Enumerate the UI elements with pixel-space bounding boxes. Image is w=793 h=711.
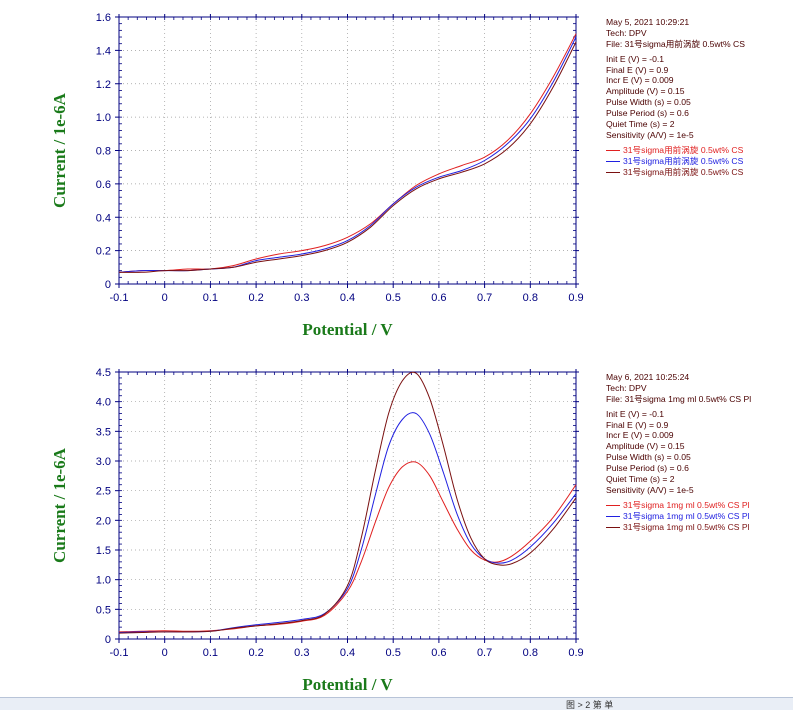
param-pulse-width: Pulse Width (s) = 0.05 xyxy=(606,97,691,108)
series-line-1 xyxy=(118,33,577,273)
param-pulse-width: Pulse Width (s) = 0.05 xyxy=(606,452,691,463)
legend-label: 31号sigma 1mg ml 0.5wt% CS Pl xyxy=(623,510,750,521)
x-tick-label: -0.1 xyxy=(110,292,129,304)
status-bar: 图 > 2 第 单 xyxy=(0,697,793,710)
chart-panel-top: -0.1 0 0.1 0.2 0.3 0.4 0.5 0.6 0.7 0.8 0.9 0 0.2 0.4 0… xyxy=(0,0,793,355)
x-tick-label: 0.3 xyxy=(294,292,309,304)
series-line-2 xyxy=(118,412,577,633)
x-tick-label: 0.8 xyxy=(523,647,538,659)
x-axis-label: Potential / V xyxy=(302,675,393,694)
chart-panel-bottom: -0.1 0 0.1 0.2 0.3 0.4 0.5 0.6 0.7 0.8 0.9 0 0.5 1.0 1… xyxy=(0,355,793,710)
x-tick-label: 0.2 xyxy=(248,292,263,304)
y-axis-label: Current / 1e-6A xyxy=(50,92,69,208)
y-tick-label: 0.6 xyxy=(96,179,111,191)
y-tick-label: 0.5 xyxy=(96,604,111,616)
dpv-chart-top: -0.1 0 0.1 0.2 0.3 0.4 0.5 0.6 0.7 0.8 0.900.20.40… xyxy=(50,12,584,339)
param-quiet-time: Quiet Time (s) = 2 xyxy=(606,474,675,485)
param-amplitude: Amplitude (V) = 0.15 xyxy=(606,441,685,452)
legend-swatch xyxy=(606,171,620,173)
series-line-3 xyxy=(118,41,577,273)
y-tick-label: 3.5 xyxy=(96,426,111,438)
y-tick-label: 1.5 xyxy=(96,545,111,557)
param-quiet-time: Quiet Time (s) = 2 xyxy=(606,119,675,130)
x-tick-label: 0.7 xyxy=(477,292,492,304)
param-init-e: Init E (V) = -0.1 xyxy=(606,408,665,419)
y-tick-label: 4.5 xyxy=(96,367,111,379)
y-tick-label: 1.6 xyxy=(96,12,111,24)
x-tick-label: 0.1 xyxy=(203,292,218,304)
y-tick-label: 4.0 xyxy=(96,397,111,409)
legend-swatch xyxy=(606,526,620,528)
info-block-bottom: May 6, 2021 10:25:24 Tech: DPV File: 31号… xyxy=(606,372,793,532)
x-tick-label: 0.2 xyxy=(248,647,263,659)
legend-label: 31号sigma 1mg ml 0.5wt% CS Pl xyxy=(623,521,750,532)
dpv-chart-bottom: -0.1 0 0.1 0.2 0.3 0.4 0.5 0.6 0.7 0.8 0.900.51.01… xyxy=(50,367,584,694)
y-tick-label: 1.4 xyxy=(96,45,111,57)
legend-entry: 31号sigma 1mg ml 0.5wt% CS Pl xyxy=(606,511,793,522)
y-tick-label: 2.0 xyxy=(96,515,111,527)
x-tick-label: 0.7 xyxy=(477,647,492,659)
legend-swatch xyxy=(606,515,620,517)
y-tick-label: 1.0 xyxy=(96,112,111,124)
param-final-e: Final E (V) = 0.9 xyxy=(606,64,669,75)
x-tick-label: 0 xyxy=(162,292,168,304)
y-tick-label: 0.4 xyxy=(96,212,111,224)
x-axis-label: Potential / V xyxy=(302,320,393,339)
param-incr-e: Incr E (V) = 0.009 xyxy=(606,430,674,441)
info-file: File: 31号sigma用前涡旋 0.5wt% CS xyxy=(606,38,745,49)
status-text: 图 > 2 第 单 xyxy=(566,700,614,710)
series-line-1 xyxy=(118,461,577,633)
y-tick-label: 3.0 xyxy=(96,456,111,468)
y-axis-label: Current / 1e-6A xyxy=(50,447,69,563)
x-tick-label: 0 xyxy=(162,647,168,659)
legend-label: 31号sigma用前涡旋 0.5wt% CS xyxy=(623,166,744,177)
x-tick-label: 0.6 xyxy=(431,292,446,304)
param-sensitivity: Sensitivity (A/V) = 1e-5 xyxy=(606,484,694,495)
x-tick-label: -0.1 xyxy=(110,647,129,659)
info-tech: Tech: DPV xyxy=(606,382,647,393)
info-date: May 5, 2021 10:29:21 xyxy=(606,17,690,27)
y-tick-label: 0 xyxy=(105,279,111,291)
x-tick-label: 0.4 xyxy=(340,647,355,659)
x-tick-label: 0.9 xyxy=(568,292,583,304)
legend-entry: 31号sigma用前涡旋 0.5wt% CS xyxy=(606,167,793,178)
y-tick-label: 0.8 xyxy=(96,146,111,158)
x-tick-label: 0.4 xyxy=(340,292,355,304)
x-tick-label: 0.8 xyxy=(523,292,538,304)
param-sensitivity: Sensitivity (A/V) = 1e-5 xyxy=(606,129,694,140)
legend-label: 31号sigma用前涡旋 0.5wt% CS xyxy=(623,155,744,166)
y-tick-label: 0.2 xyxy=(96,246,111,258)
param-pulse-period: Pulse Period (s) = 0.6 xyxy=(606,108,689,119)
legend-label: 31号sigma 1mg ml 0.5wt% CS Pl xyxy=(623,499,750,510)
legend-entry: 31号sigma 1mg ml 0.5wt% CS Pl xyxy=(606,500,793,511)
y-tick-label: 2.5 xyxy=(96,486,111,498)
param-pulse-period: Pulse Period (s) = 0.6 xyxy=(606,463,689,474)
param-init-e: Init E (V) = -0.1 xyxy=(606,53,665,64)
info-block-top: May 5, 2021 10:29:21 Tech: DPV File: 31号… xyxy=(606,17,793,177)
param-incr-e: Incr E (V) = 0.009 xyxy=(606,75,674,86)
legend-swatch xyxy=(606,504,620,506)
x-tick-label: 0.9 xyxy=(568,647,583,659)
info-file: File: 31号sigma 1mg ml 0.5wt% CS Pl xyxy=(606,393,752,404)
x-tick-label: 0.6 xyxy=(431,647,446,659)
legend-swatch xyxy=(606,149,620,151)
x-tick-label: 0.1 xyxy=(203,647,218,659)
legend-entry: 31号sigma用前涡旋 0.5wt% CS xyxy=(606,156,793,167)
legend-label: 31号sigma用前涡旋 0.5wt% CS xyxy=(623,144,744,155)
param-final-e: Final E (V) = 0.9 xyxy=(606,419,669,430)
y-tick-label: 0 xyxy=(105,634,111,646)
x-tick-label: 0.3 xyxy=(294,647,309,659)
legend-entry: 31号sigma用前涡旋 0.5wt% CS xyxy=(606,145,793,156)
x-tick-label: 0.5 xyxy=(386,292,401,304)
param-amplitude: Amplitude (V) = 0.15 xyxy=(606,86,685,97)
y-tick-label: 1.2 xyxy=(96,79,111,91)
info-date: May 6, 2021 10:25:24 xyxy=(606,372,690,382)
x-tick-label: 0.5 xyxy=(386,647,401,659)
info-tech: Tech: DPV xyxy=(606,27,647,38)
legend-entry: 31号sigma 1mg ml 0.5wt% CS Pl xyxy=(606,522,793,533)
series-line-3 xyxy=(118,371,577,634)
legend-swatch xyxy=(606,160,620,162)
y-tick-label: 1.0 xyxy=(96,575,111,587)
